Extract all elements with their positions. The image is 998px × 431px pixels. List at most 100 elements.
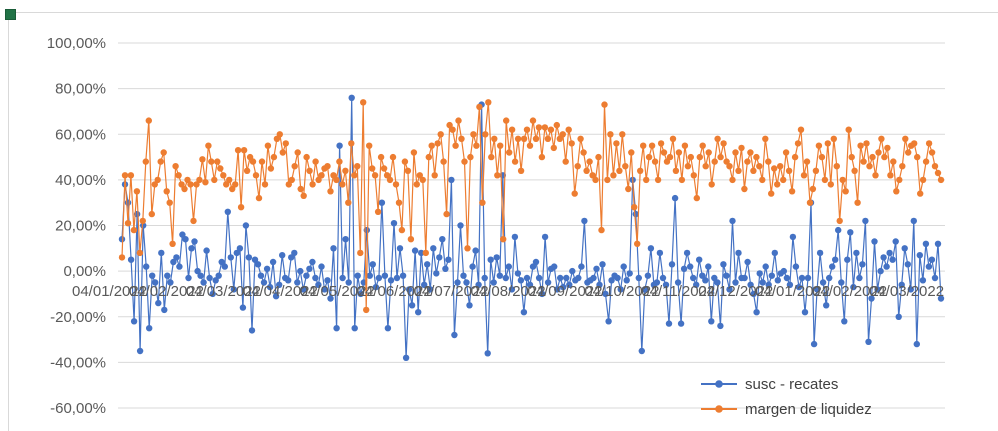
data-point: [523, 126, 531, 133]
data-point: [336, 142, 343, 149]
data-point: [324, 277, 331, 284]
data-point: [392, 181, 400, 188]
data-point: [605, 318, 612, 325]
data-point: [208, 158, 215, 165]
data-point: [934, 240, 942, 247]
data-point: [458, 135, 465, 142]
data-point: [266, 283, 274, 291]
data-point: [243, 167, 251, 174]
data-point: [756, 270, 763, 277]
data-point: [264, 142, 272, 149]
data-point: [500, 236, 507, 243]
data-point: [853, 249, 860, 257]
data-point: [285, 181, 292, 188]
data-point: [143, 263, 150, 270]
data-point: [595, 153, 602, 161]
data-point: [729, 217, 736, 225]
data-point: [185, 274, 192, 282]
data-point: [744, 158, 751, 165]
data-point: [163, 188, 170, 195]
y-axis-tick-labels: -60,00% -40,00% -20,00% 0,00% 20,00% 40,00% 60…: [47, 35, 106, 417]
data-point: [248, 327, 256, 334]
data-point: [931, 163, 939, 170]
data-point: [610, 172, 617, 179]
data-point: [401, 158, 409, 165]
data-point: [146, 325, 153, 332]
data-point: [625, 185, 632, 193]
y-tick-label: -20,00%: [50, 309, 106, 326]
x-tick-label: 04/09/2022: [527, 283, 602, 300]
data-point: [415, 309, 422, 316]
data-point: [565, 126, 572, 133]
data-point: [369, 165, 376, 172]
data-point: [306, 167, 313, 174]
data-point: [327, 188, 334, 195]
data-point: [554, 286, 561, 293]
data-point: [157, 158, 164, 165]
data-point: [127, 172, 135, 179]
data-point: [677, 320, 685, 327]
data-point: [229, 185, 236, 193]
data-point: [178, 181, 185, 188]
data-point: [556, 135, 563, 142]
selection-handle-icon[interactable]: [5, 9, 16, 20]
data-point: [720, 261, 727, 268]
data-point: [164, 272, 171, 279]
data-point: [481, 274, 488, 282]
data-point: [348, 140, 355, 147]
x-tick-label: 04/10/2022: [584, 283, 659, 300]
data-point: [934, 169, 942, 177]
data-point: [931, 274, 939, 282]
data-point: [735, 167, 742, 174]
data-point: [457, 222, 464, 229]
data-point: [647, 245, 655, 252]
data-point: [434, 140, 441, 147]
legend-label: susc - recates: [745, 376, 838, 393]
data-point: [427, 286, 434, 293]
data-point: [791, 153, 799, 161]
data-point: [318, 172, 325, 179]
data-point: [378, 199, 386, 206]
data-point: [910, 217, 917, 225]
data-point: [899, 163, 906, 170]
data-point: [801, 309, 809, 316]
data-point: [490, 279, 497, 286]
data-point: [139, 217, 146, 225]
data-point: [276, 131, 283, 138]
data-point: [226, 176, 233, 184]
data-point: [768, 190, 775, 197]
x-tick-label: 04/06/2022: [357, 283, 432, 300]
data-point: [571, 190, 578, 197]
data-point: [232, 181, 239, 188]
data-point: [181, 185, 188, 193]
data-point: [845, 126, 852, 133]
data-point: [315, 176, 322, 184]
data-point: [750, 167, 757, 174]
data-point: [200, 279, 207, 286]
data-point: [336, 158, 343, 165]
data-point: [759, 279, 766, 286]
data-point: [431, 172, 438, 179]
data-point: [294, 149, 301, 156]
data-point: [220, 172, 227, 179]
data-point: [194, 267, 201, 275]
data-point: [638, 347, 645, 355]
data-point: [523, 274, 531, 282]
data-point: [446, 121, 453, 129]
data-point: [430, 245, 437, 252]
data-point: [675, 149, 683, 156]
data-point: [261, 181, 269, 188]
data-point: [488, 153, 495, 161]
data-point: [601, 101, 608, 108]
data-point: [717, 153, 724, 161]
y-tick-label: 20,00%: [55, 218, 106, 235]
data-point: [765, 158, 772, 165]
data-point: [526, 142, 534, 149]
data-point: [152, 279, 159, 286]
data-point: [506, 149, 513, 156]
x-tick-label: 04/02/2022: [129, 283, 204, 300]
data-point: [190, 217, 197, 225]
data-point: [830, 135, 837, 142]
data-point: [473, 142, 480, 149]
data-point: [928, 149, 936, 156]
